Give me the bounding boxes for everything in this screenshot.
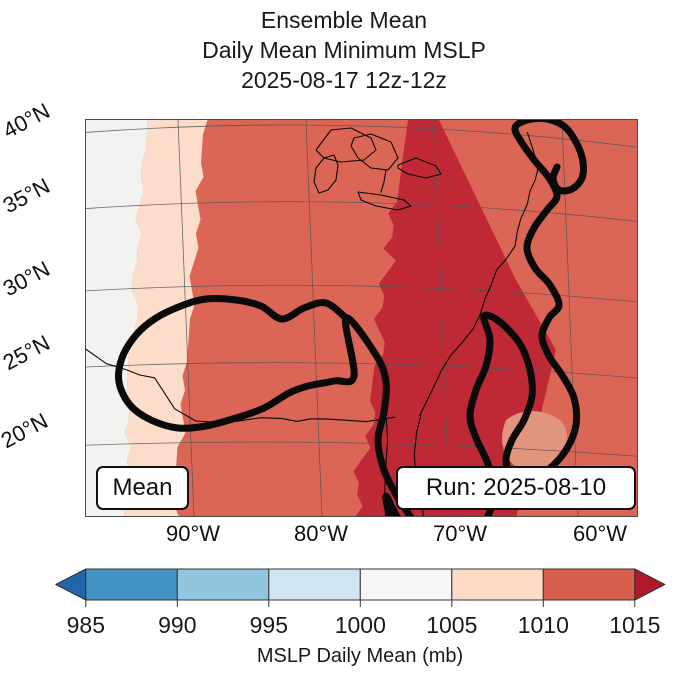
- svg-text:1000: 1000: [335, 612, 386, 638]
- svg-text:MSLP Daily Mean (mb): MSLP Daily Mean (mb): [257, 645, 463, 667]
- svg-text:1010: 1010: [518, 612, 569, 638]
- svg-text:985: 985: [67, 612, 105, 638]
- svg-text:1015: 1015: [609, 612, 660, 638]
- svg-text:990: 990: [158, 612, 196, 638]
- svg-text:1005: 1005: [426, 612, 477, 638]
- svg-text:995: 995: [250, 612, 288, 638]
